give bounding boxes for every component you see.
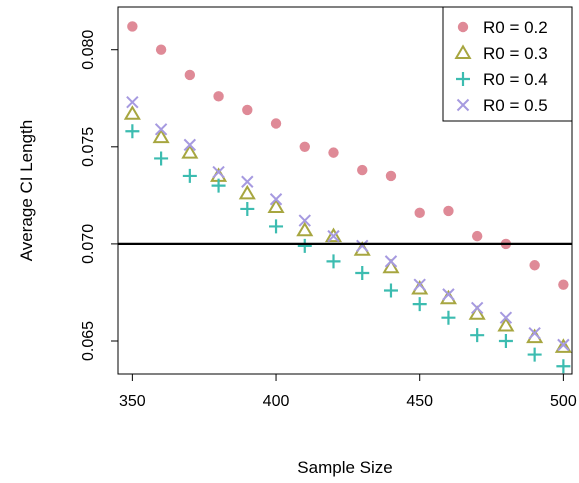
y-axis-label: Average CI Length xyxy=(17,120,36,261)
data-point-circle xyxy=(328,147,339,158)
data-point-plus xyxy=(441,310,456,325)
legend-label: R0 = 0.2 xyxy=(483,18,548,37)
data-point-x xyxy=(384,255,398,268)
data-point-circle xyxy=(299,141,310,153)
data-point-triangle xyxy=(238,184,256,200)
x-axis: 350 400 450 500 xyxy=(119,373,577,410)
data-point-circle xyxy=(414,207,425,219)
data-point-x xyxy=(356,239,369,253)
data-point-triangle xyxy=(554,338,572,353)
data-point-triangle xyxy=(267,198,285,214)
data-point-plus xyxy=(470,328,485,343)
data-point-plus xyxy=(269,219,284,234)
data-point-circle xyxy=(270,118,282,129)
data-point-plus xyxy=(125,124,140,139)
legend-item: R0 = 0.5 xyxy=(456,96,548,115)
data-point-x xyxy=(442,288,455,301)
data-point-circle xyxy=(385,170,397,182)
data-point-x xyxy=(557,338,570,352)
y-tick-label: 0.080 xyxy=(80,30,97,70)
data-point-triangle xyxy=(123,105,141,120)
data-point-plus xyxy=(556,359,571,374)
data-point-x xyxy=(499,311,513,324)
data-point-x xyxy=(154,123,168,136)
data-point-triangle xyxy=(152,128,170,144)
series-x xyxy=(126,95,570,352)
series-plus xyxy=(125,124,571,374)
data-point-x xyxy=(470,301,484,315)
data-point-circle xyxy=(242,104,253,116)
data-point-x xyxy=(269,193,283,206)
y-tick-label: 0.070 xyxy=(80,224,97,264)
data-point-plus xyxy=(383,283,398,298)
legend-marker-plus xyxy=(456,72,470,86)
data-point-plus xyxy=(182,168,197,183)
x-tick-label: 500 xyxy=(550,393,577,410)
data-point-x xyxy=(126,95,139,109)
data-point-x xyxy=(241,175,254,188)
legend-item: R0 = 0.3 xyxy=(454,44,548,63)
data-point-plus xyxy=(355,266,370,281)
data-marks xyxy=(123,21,572,374)
data-point-plus xyxy=(412,297,427,312)
data-point-circle xyxy=(155,44,167,55)
data-point-circle xyxy=(357,164,368,176)
data-point-x xyxy=(413,278,426,291)
data-point-circle xyxy=(471,230,483,242)
data-point-triangle xyxy=(296,221,314,237)
legend-marker-x xyxy=(456,98,470,112)
data-point-triangle xyxy=(382,258,400,274)
data-point-circle xyxy=(213,91,224,102)
legend-marker-triangle xyxy=(454,44,472,59)
legend-label: R0 = 0.4 xyxy=(483,70,548,89)
legend-label: R0 = 0.3 xyxy=(483,44,548,63)
y-tick-label: 0.065 xyxy=(80,321,97,361)
legend-item: R0 = 0.2 xyxy=(457,18,548,37)
data-point-plus xyxy=(240,201,255,216)
legend-item: R0 = 0.4 xyxy=(456,70,548,89)
data-point-circle xyxy=(529,260,540,271)
data-point-plus xyxy=(297,238,312,253)
x-tick-label: 350 xyxy=(119,393,146,410)
data-point-triangle xyxy=(468,305,486,320)
x-tick-label: 400 xyxy=(263,393,290,410)
data-point-x xyxy=(212,165,225,179)
y-tick-label: 0.075 xyxy=(80,127,97,167)
data-point-plus xyxy=(154,151,169,166)
data-point-plus xyxy=(211,178,226,193)
data-point-triangle xyxy=(497,316,515,332)
legend-marker-circle xyxy=(457,21,469,33)
x-tick-label: 450 xyxy=(406,393,433,410)
data-point-circle xyxy=(443,205,454,217)
data-point-x xyxy=(183,138,197,152)
data-point-circle xyxy=(127,21,138,32)
x-axis-label: Sample Size xyxy=(297,458,392,477)
data-point-triangle xyxy=(181,144,199,159)
y-axis: 0.065 0.070 0.075 0.080 xyxy=(80,30,119,361)
data-point-x xyxy=(327,229,340,243)
legend-label: R0 = 0.5 xyxy=(483,96,548,115)
data-point-plus xyxy=(527,347,542,362)
data-point-x xyxy=(298,214,311,227)
data-point-circle xyxy=(184,69,196,81)
legend: R0 = 0.2 R0 = 0.3 R0 = 0.4 R0 = 0.5 xyxy=(442,6,573,122)
data-point-circle xyxy=(558,279,569,290)
data-point-x xyxy=(528,327,541,340)
data-point-plus xyxy=(326,254,341,269)
data-point-triangle xyxy=(324,227,343,243)
data-point-plus xyxy=(498,333,513,348)
